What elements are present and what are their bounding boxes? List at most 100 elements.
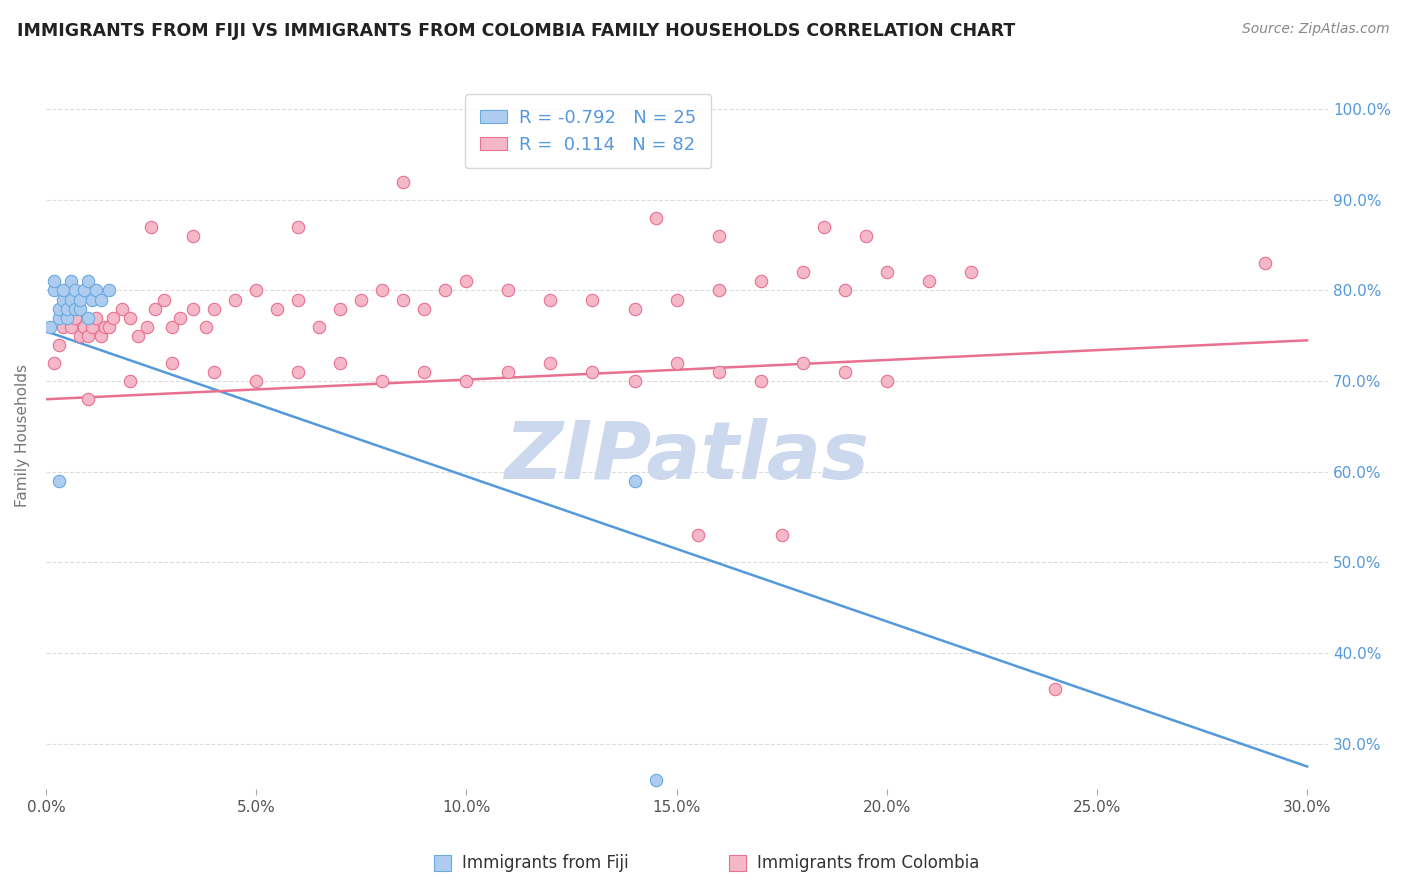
Point [202,365,225,379]
Point [73,284,96,298]
Point [152,293,174,307]
Point [60,319,83,334]
Point [498,365,520,379]
Text: IMMIGRANTS FROM FIJI VS IMMIGRANTS FROM COLOMBIA FAMILY HOUSEHOLDS CORRELATION C: IMMIGRANTS FROM FIJI VS IMMIGRANTS FROM … [17,22,1015,40]
Point [60,274,83,288]
Point [538,356,561,370]
Point [749,274,772,288]
Legend: R = -0.792   N = 25, R =  0.114   N = 82: R = -0.792 N = 25, R = 0.114 N = 82 [465,95,711,169]
Text: Immigrants from Colombia: Immigrants from Colombia [758,855,980,872]
Point [245,374,267,388]
Y-axis label: Family Households: Family Households [15,364,30,507]
Point [686,528,709,542]
Point [48,338,70,352]
Point [181,301,204,316]
Point [329,356,352,370]
Point [665,356,688,370]
Point [498,284,520,298]
Point [69,328,91,343]
Point [287,293,309,307]
Point [56,301,79,316]
Point [73,319,96,334]
Point [792,265,814,279]
Point [52,293,75,307]
Point [82,293,104,307]
Point [44,274,66,288]
Point [308,319,330,334]
Point [77,392,100,407]
Point [876,374,898,388]
Point [392,175,415,189]
Point [644,773,666,788]
Point [707,365,730,379]
Point [160,356,183,370]
Point [959,265,981,279]
Point [665,293,688,307]
Point [287,365,309,379]
Point [413,365,436,379]
Point [118,310,141,325]
Point [56,310,79,325]
Point [623,474,645,488]
Point [1254,256,1277,270]
Point [143,301,166,316]
Point [371,284,394,298]
Point [77,274,100,288]
Point [77,310,100,325]
Point [139,219,162,234]
Point [1043,682,1066,697]
Point [707,284,730,298]
Point [44,356,66,370]
Point [60,293,83,307]
Point [266,301,288,316]
Point [44,284,66,298]
Text: Immigrants from Fiji: Immigrants from Fiji [463,855,628,872]
Point [834,365,856,379]
Point [855,229,877,244]
Point [224,293,246,307]
Point [86,310,108,325]
Point [103,310,125,325]
Point [169,310,191,325]
Point [749,374,772,388]
Point [371,374,394,388]
Point [202,301,225,316]
Point [65,284,87,298]
Point [456,274,478,288]
Point [644,211,666,225]
Point [792,356,814,370]
Point [456,374,478,388]
Point [581,293,603,307]
Point [48,474,70,488]
Point [77,328,100,343]
Point [82,319,104,334]
Point [69,301,91,316]
Point [194,319,217,334]
Point [52,319,75,334]
Point [65,301,87,316]
Point [245,284,267,298]
Point [876,265,898,279]
Point [39,319,62,334]
Point [770,528,793,542]
Point [118,374,141,388]
Point [434,284,457,298]
Point [813,219,835,234]
Point [98,319,121,334]
Point [160,319,183,334]
Point [581,365,603,379]
Point [69,293,91,307]
Point [86,284,108,298]
Point [111,301,134,316]
Point [52,284,75,298]
Point [329,301,352,316]
Point [350,293,373,307]
Text: Source: ZipAtlas.com: Source: ZipAtlas.com [1241,22,1389,37]
Point [834,284,856,298]
Point [56,301,79,316]
Point [413,301,436,316]
Point [707,229,730,244]
Point [48,301,70,316]
Point [623,374,645,388]
Text: ZIPatlas: ZIPatlas [505,417,869,496]
